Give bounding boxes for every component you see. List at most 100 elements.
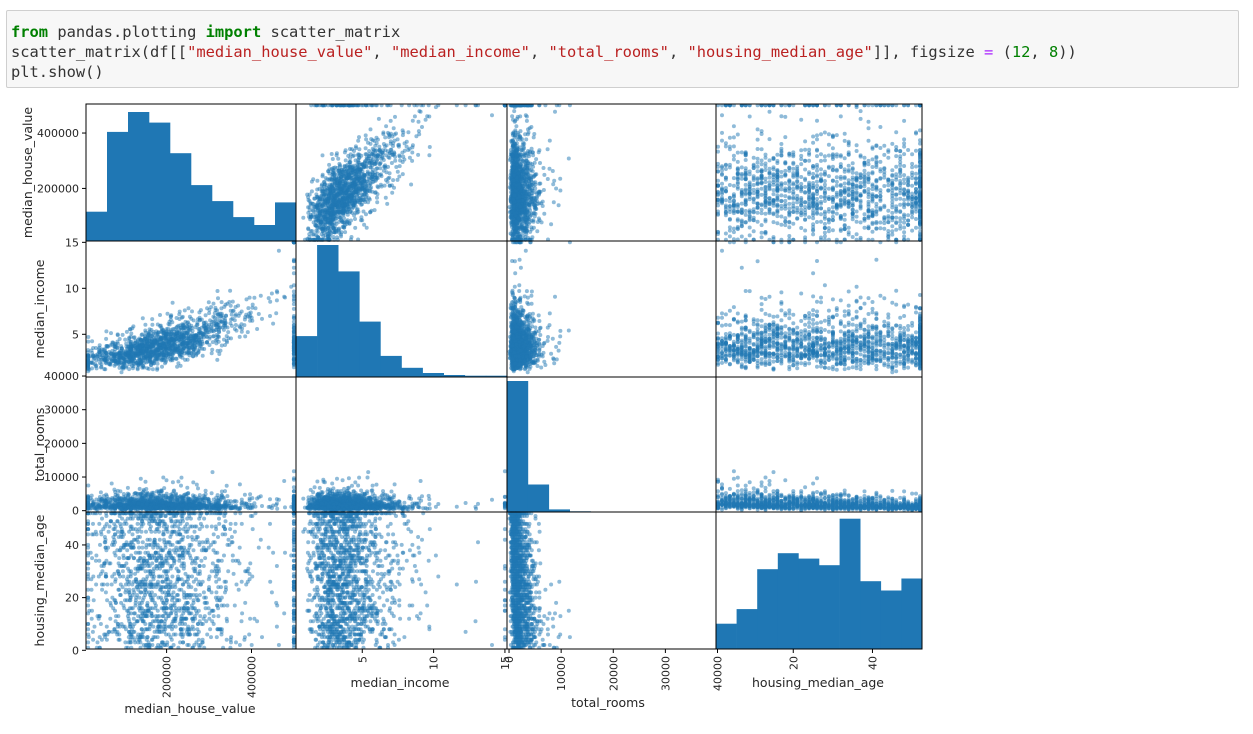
- scatter-point: [409, 182, 414, 187]
- scatter-point: [854, 232, 859, 237]
- scatter-point: [519, 157, 524, 162]
- scatter-point: [512, 109, 517, 114]
- scatter-point: [830, 134, 835, 139]
- scatter-point: [874, 186, 879, 191]
- scatter-point: [906, 148, 911, 152]
- scatter-point: [344, 169, 349, 174]
- scatter-point: [755, 127, 760, 132]
- scatter-point: [307, 205, 312, 210]
- scatter-point: [727, 162, 732, 167]
- scatter-point: [735, 159, 740, 164]
- scatter-point: [775, 152, 780, 157]
- scatter-point: [331, 227, 336, 232]
- scatter-point: [771, 192, 776, 197]
- scatter-point: [870, 193, 875, 198]
- scatter-point: [510, 141, 515, 146]
- scatter-point: [356, 166, 361, 171]
- scatter-point: [755, 195, 760, 200]
- scatter-point: [898, 226, 903, 231]
- scatter-point: [787, 195, 792, 200]
- scatter-point: [799, 181, 804, 186]
- scatter-point: [368, 127, 373, 132]
- scatter-point: [874, 194, 879, 199]
- scatter-point: [838, 200, 843, 205]
- scatter-point: [846, 181, 851, 186]
- scatter-point: [759, 223, 764, 228]
- scatter-point: [524, 228, 529, 233]
- scatter-point: [799, 153, 804, 158]
- scatter-point: [795, 197, 800, 202]
- scatter-point: [850, 167, 855, 172]
- scatter-point: [271, 321, 276, 326]
- scatter-point: [763, 192, 768, 197]
- scatter-point: [384, 153, 389, 158]
- scatter-point: [803, 228, 808, 233]
- scatter-point: [858, 153, 863, 158]
- scatter-point: [898, 169, 903, 174]
- scatter-point: [787, 220, 792, 225]
- scatter-point: [538, 161, 542, 165]
- scatter-point: [335, 178, 340, 183]
- scatter-point: [870, 157, 875, 162]
- scatter-point: [854, 143, 859, 148]
- scatter-point: [356, 153, 360, 158]
- scatter-point: [815, 196, 819, 201]
- scatter-point: [755, 219, 760, 224]
- scatter-point: [510, 114, 515, 119]
- scatter-point: [751, 229, 756, 234]
- scatter-point: [822, 199, 827, 203]
- scatter-point: [410, 118, 415, 123]
- scatter-point: [779, 203, 784, 208]
- scatter-point: [918, 182, 922, 187]
- scatter-point: [842, 223, 847, 228]
- scatter-point: [791, 182, 796, 187]
- hist-bar: [149, 122, 171, 241]
- scatter-point: [369, 185, 374, 190]
- scatter-point: [338, 197, 342, 202]
- scatter-point: [862, 178, 867, 183]
- scatter-point: [216, 296, 220, 301]
- scatter-point: [371, 167, 375, 172]
- scatter-point: [326, 204, 330, 209]
- scatter-point: [364, 164, 369, 169]
- scatter-point: [910, 204, 915, 209]
- scatter-point: [305, 192, 310, 197]
- scatter-point: [326, 216, 331, 221]
- scatter-point: [894, 164, 899, 169]
- scatter-point: [807, 170, 812, 175]
- scatter-point: [357, 135, 361, 140]
- scatter-point: [337, 171, 342, 176]
- scatter-point: [894, 227, 899, 232]
- scatter-point: [720, 138, 724, 143]
- scatter-point: [803, 208, 808, 212]
- scatter-point: [731, 211, 736, 216]
- scatter-point: [385, 149, 390, 154]
- scatter-point: [381, 168, 386, 173]
- scatter-point: [763, 184, 768, 189]
- scatter-point: [528, 229, 533, 234]
- scatter-point: [914, 148, 918, 153]
- scatter-point: [512, 211, 517, 216]
- scatter-point: [182, 308, 187, 313]
- scatter-point: [739, 207, 744, 212]
- scatter-point: [874, 143, 879, 148]
- scatter-point: [882, 221, 887, 226]
- scatter-point: [783, 198, 788, 203]
- scatter-point: [372, 138, 377, 143]
- scatter-point: [533, 190, 538, 195]
- scatter-point: [556, 203, 561, 208]
- scatter-point: [747, 216, 752, 221]
- scatter-point: [512, 205, 517, 210]
- scatter-point: [866, 216, 871, 221]
- code-cell[interactable]: from pandas.plotting import scatter_matr…: [6, 10, 1239, 88]
- scatter-point: [326, 231, 331, 236]
- scatter-point: [551, 200, 556, 205]
- scatter-point: [886, 188, 891, 193]
- scatter-point: [811, 140, 816, 145]
- scatter-point: [336, 205, 341, 210]
- scatter-point: [386, 130, 390, 135]
- scatter-point: [755, 156, 760, 161]
- scatter-point: [914, 217, 918, 221]
- scatter-point: [846, 178, 851, 183]
- scatter-point: [514, 183, 519, 187]
